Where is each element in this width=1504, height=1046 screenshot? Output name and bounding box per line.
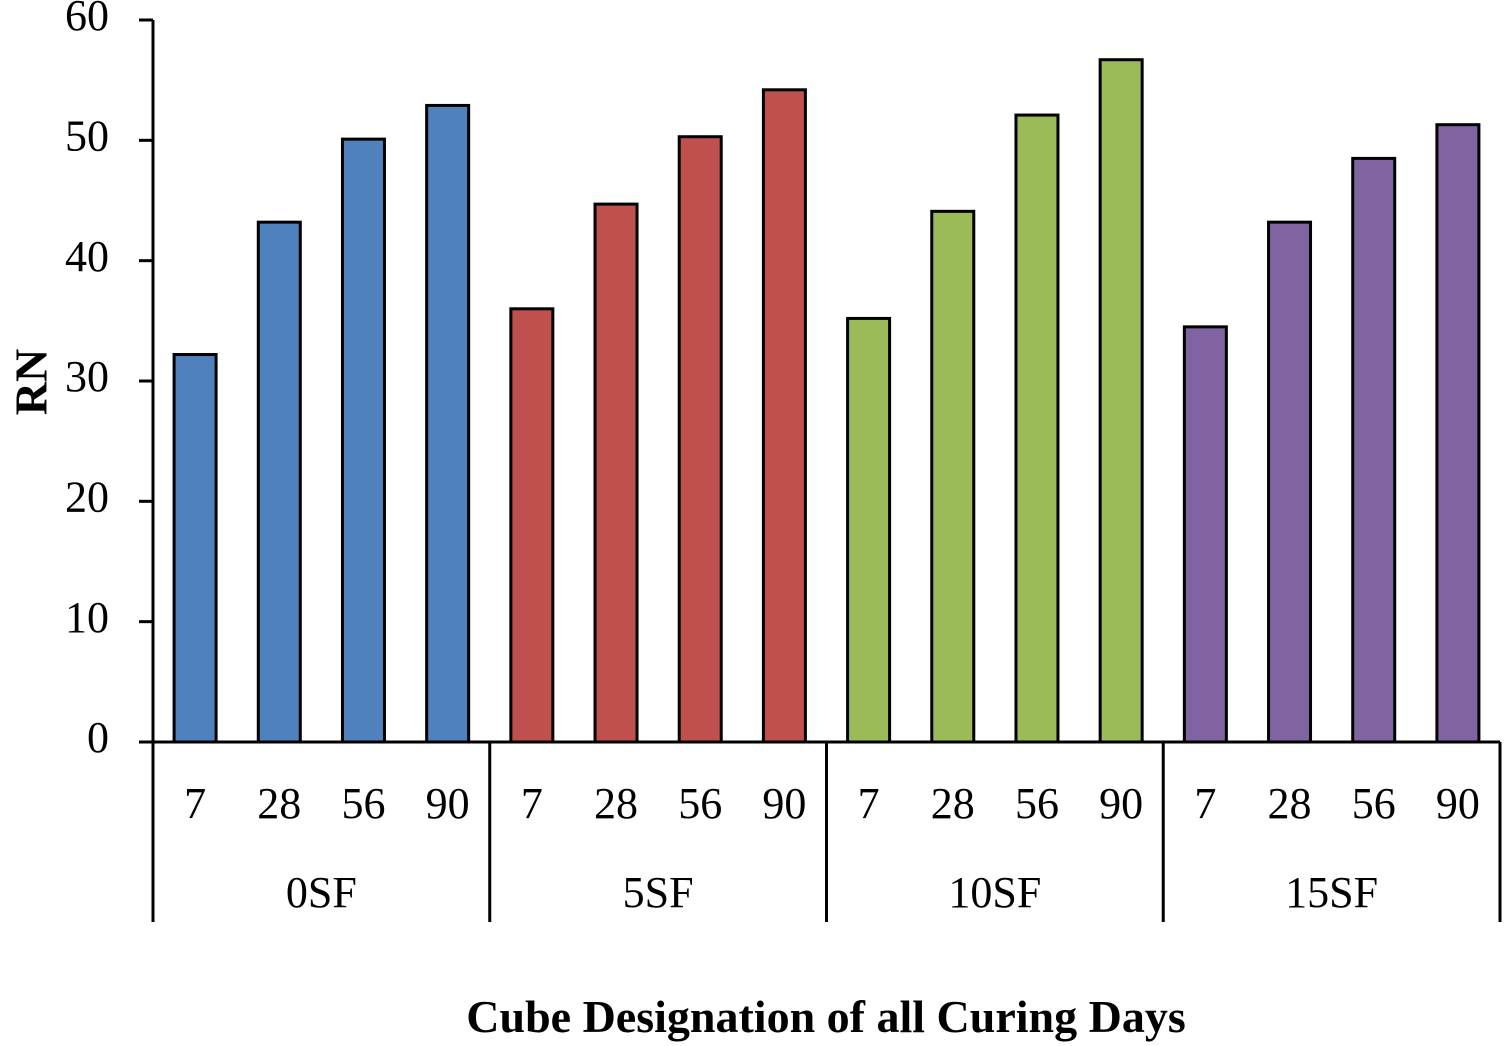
x-group-label: 10SF (948, 868, 1041, 917)
y-tick-label: 40 (65, 232, 109, 281)
x-category-label: 90 (1436, 779, 1480, 828)
y-tick-label: 10 (65, 593, 109, 642)
bar (1014, 113, 1060, 744)
x-category-label: 7 (184, 779, 206, 828)
bar (340, 137, 386, 744)
bar (425, 103, 471, 744)
bar (1435, 123, 1481, 744)
bar (761, 88, 807, 744)
bar (593, 202, 639, 744)
bar (930, 209, 976, 744)
y-tick-label: 20 (65, 472, 109, 521)
x-category-label: 90 (1099, 779, 1143, 828)
x-category-label: 28 (1268, 779, 1312, 828)
bar (172, 353, 218, 744)
bar (677, 135, 723, 744)
x-axis-title: Cube Designation of all Curing Days (466, 991, 1185, 1042)
x-category-label: 90 (426, 779, 470, 828)
bar (1182, 325, 1228, 744)
labels-layer: 0 10 20 30 40 50 60 7 28 56 90 0SF 7 28 56 90 5SF 7 28 56 90… (65, 0, 1480, 917)
bar (1267, 220, 1313, 744)
x-group-label: 15SF (1285, 868, 1378, 917)
bar (846, 316, 892, 744)
bar (1351, 156, 1397, 744)
y-tick-label: 50 (65, 111, 109, 160)
x-category-label: 90 (762, 779, 806, 828)
x-category-label: 7 (858, 779, 880, 828)
y-tick-label: 60 (65, 0, 109, 40)
x-category-label: 28 (257, 779, 301, 828)
x-category-label: 7 (521, 779, 543, 828)
bars-layer (172, 58, 1481, 744)
y-tick-label: 0 (87, 713, 109, 762)
bar (1098, 58, 1144, 744)
y-axis-title: RN (6, 349, 57, 415)
x-category-label: 56 (341, 779, 385, 828)
axes-layer (139, 18, 1502, 922)
y-tick-label: 30 (65, 352, 109, 401)
x-category-label: 56 (1015, 779, 1059, 828)
bar (256, 220, 302, 744)
x-group-label: 5SF (623, 868, 694, 917)
x-category-label: 56 (678, 779, 722, 828)
x-category-label: 28 (931, 779, 975, 828)
x-category-label: 28 (594, 779, 638, 828)
x-category-label: 56 (1352, 779, 1396, 828)
x-group-label: 0SF (286, 868, 357, 917)
x-category-label: 7 (1194, 779, 1216, 828)
bar (509, 307, 555, 744)
